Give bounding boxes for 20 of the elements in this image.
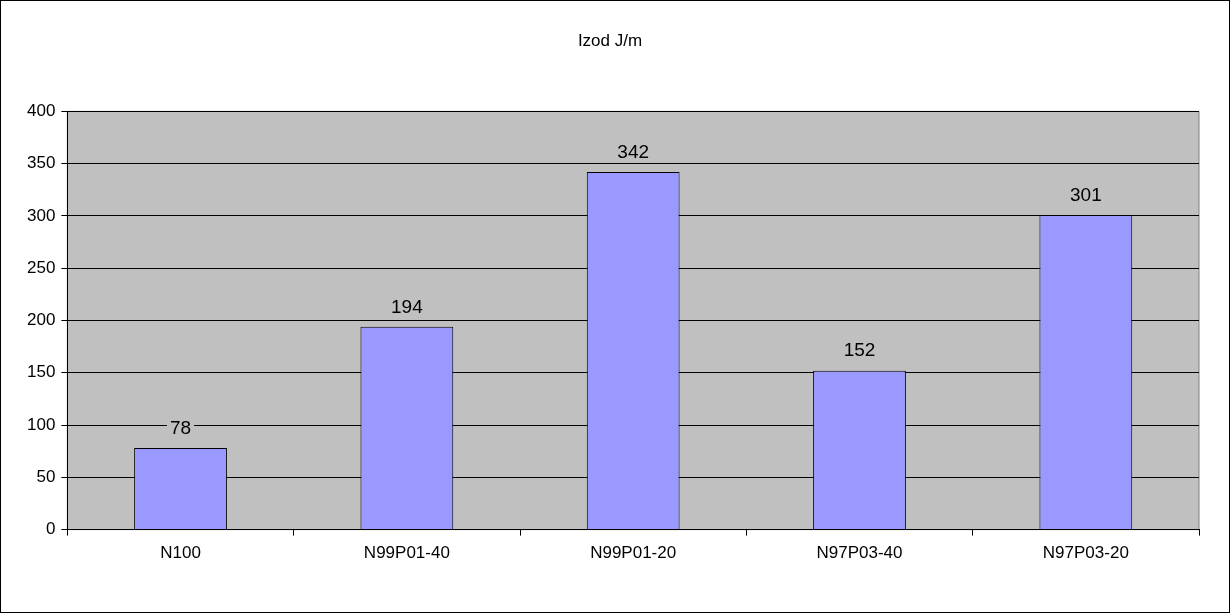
y-tick-label: 50 (36, 467, 56, 487)
chart-title: Izod J/m (577, 30, 643, 50)
data-label: 78 (169, 416, 192, 438)
data-label: 342 (617, 140, 650, 162)
y-tick-label: 150 (26, 362, 56, 382)
y-tick-label: 300 (26, 205, 56, 225)
y-tick-label: 100 (26, 414, 56, 434)
y-tick-label: 350 (26, 153, 56, 173)
y-tick-label: 0 (45, 519, 56, 539)
data-label: 152 (843, 339, 876, 361)
x-tick-label: N97P03-20 (1042, 543, 1129, 563)
y-tick-label: 200 (26, 310, 56, 330)
x-tick-label: N100 (160, 543, 201, 563)
y-tick-label: 250 (26, 257, 56, 277)
x-tick-label: N99P01-20 (590, 543, 677, 563)
x-tick-label: N99P01-40 (363, 543, 450, 563)
data-label: 194 (391, 295, 424, 317)
x-tick-label: N97P03-40 (816, 543, 903, 563)
y-tick-label: 400 (26, 101, 56, 121)
data-label: 301 (1069, 183, 1102, 205)
